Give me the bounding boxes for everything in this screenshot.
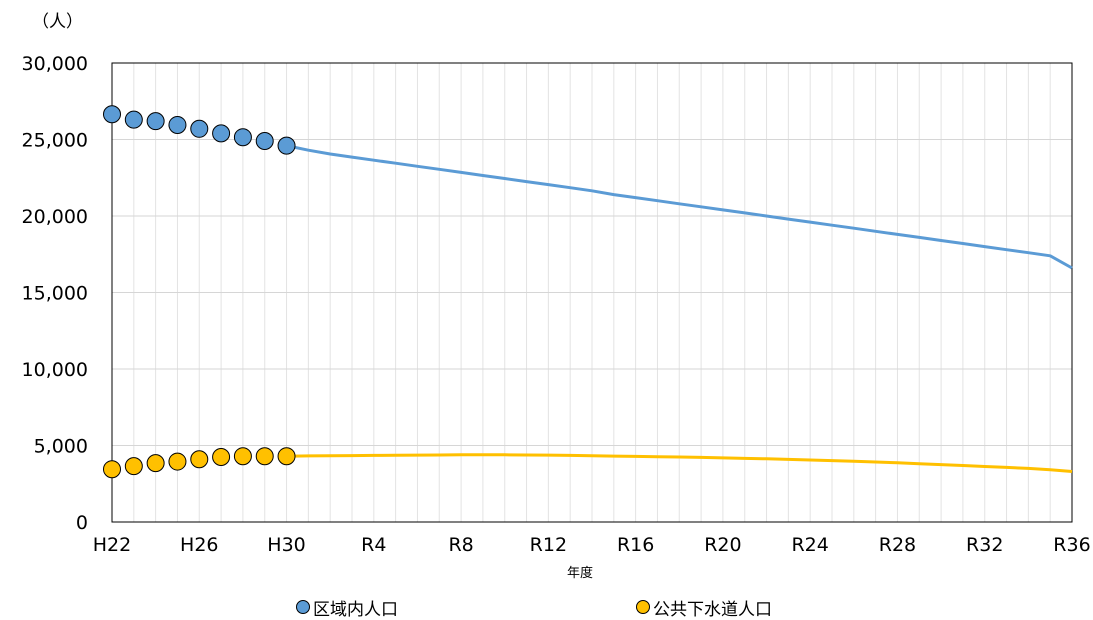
x-tick-label: R36 [1053, 534, 1090, 556]
series-1-point [103, 460, 121, 479]
series-0-point [255, 132, 274, 151]
x-tick-label: R12 [530, 534, 567, 556]
legend-marker-sewer-population [636, 600, 650, 614]
y-tick-label: 10,000 [22, 359, 88, 381]
y-tick-label: 0 [76, 512, 88, 534]
x-tick-label: R32 [966, 534, 1003, 556]
series-0-point [190, 119, 209, 138]
y-unit-label: （人） [32, 12, 83, 32]
legend-label-resident-population: 区域内人口 [313, 599, 398, 620]
series-line-0 [286, 144, 1073, 270]
y-tick-label: 25,000 [22, 130, 88, 152]
x-tick-label: R24 [791, 534, 828, 556]
series-1-point [124, 457, 143, 476]
series-1-point [233, 447, 252, 466]
chart-svg: （人） 年度 0 5,000 10,000 15,000 20,000 25,000 30,… [22, 12, 1091, 581]
series-0-point [146, 112, 165, 131]
y-tick-label: 30,000 [22, 53, 88, 75]
legend-item-sewer-population: 公共下水道人口 [636, 596, 772, 620]
series-1-point [190, 450, 209, 469]
x-axis-title: 年度 [567, 565, 593, 581]
x-tick-label: R16 [617, 534, 654, 556]
y-tick-label: 20,000 [22, 206, 88, 228]
series-0-point [233, 128, 252, 147]
plot-area-border [111, 62, 1073, 523]
series-1-point [212, 447, 231, 466]
series-0-point [212, 124, 231, 143]
series-0-point [124, 110, 143, 129]
x-tick-label: R4 [361, 534, 386, 556]
x-tick-label: R8 [448, 534, 473, 556]
x-tick-label: R20 [704, 534, 741, 556]
series-1-point [146, 454, 165, 473]
series-0-point [103, 105, 121, 124]
legend-item-resident-population: 区域内人口 [296, 596, 398, 620]
series-1-point [255, 447, 274, 466]
x-tick-label: H22 [93, 534, 131, 556]
series-1-point [168, 452, 187, 471]
x-tick-label: R28 [879, 534, 916, 556]
series-0-point [277, 136, 296, 155]
series-1-point [277, 447, 296, 466]
series-line-1 [286, 453, 1073, 473]
x-tick-label: H26 [180, 534, 218, 556]
legend-marker-resident-population [296, 600, 310, 614]
x-tick-label: H30 [267, 534, 305, 556]
y-tick-label: 15,000 [22, 283, 88, 305]
y-tick-label: 5,000 [34, 436, 88, 458]
series-0-point [168, 115, 187, 134]
legend-label-sewer-population: 公共下水道人口 [653, 599, 772, 620]
